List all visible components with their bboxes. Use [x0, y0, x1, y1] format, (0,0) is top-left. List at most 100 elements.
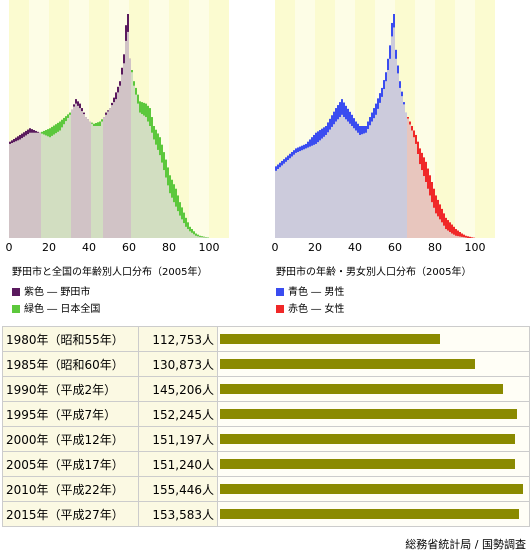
bar-female [463, 234, 465, 238]
bar-overlap [25, 135, 27, 238]
bar-overlap [15, 141, 17, 238]
bar-overlap [415, 143, 417, 238]
bar-overlap [153, 139, 155, 238]
bar-overlap [161, 162, 163, 238]
bar-overlap [361, 134, 363, 238]
bar-overlap [53, 134, 55, 238]
bar-overlap [345, 119, 347, 238]
bar-overlap [375, 114, 377, 238]
legend-swatch-green [12, 305, 20, 313]
bar-overlap [321, 138, 323, 238]
population-bar-cell [217, 476, 530, 502]
bar-overlap [429, 195, 431, 238]
bar-overlap [85, 117, 87, 238]
source-credit: 総務省統計局 / 国勢調査 [405, 538, 526, 551]
bar-overlap [95, 126, 97, 238]
bar-overlap [167, 185, 169, 238]
bar-overlap [49, 137, 51, 238]
bar-overlap [371, 121, 373, 238]
bar-overlap [319, 140, 321, 238]
bar-overlap [285, 161, 287, 238]
population-bar-cell [217, 501, 530, 527]
bar-overlap [75, 103, 77, 238]
bar-overlap [349, 123, 351, 238]
bar-overlap [343, 117, 345, 238]
bar-overlap [421, 170, 423, 238]
bar-overlap [311, 145, 313, 238]
table-row: 1985年（昭和60年） 130,873人 [2, 351, 530, 377]
age-distribution-chart-right: 0 20 40 60 80 100 [266, 0, 506, 255]
population-bar-cell [217, 401, 530, 427]
population-bar-cell [217, 326, 530, 352]
bar-overlap [359, 134, 361, 238]
chart-background-band [455, 0, 475, 238]
bar-overlap [413, 137, 415, 238]
age-distribution-svg-right: 0 20 40 60 80 100 [272, 0, 495, 254]
bar-overlap [291, 156, 293, 238]
population-bar [220, 409, 517, 419]
bar-overlap [197, 236, 199, 238]
table-row: 2005年（平成17年） 151,240人 [2, 451, 530, 477]
bar-overlap [65, 121, 67, 238]
x-tick-label: 0 [6, 241, 13, 254]
chart-background-band [475, 0, 495, 238]
bar-female [469, 236, 471, 238]
bar-overlap [341, 114, 343, 238]
bar-overlap [279, 167, 281, 238]
bar-overlap [97, 126, 99, 238]
x-tick-label: 20 [42, 241, 56, 254]
bar-overlap [111, 105, 113, 239]
bar-overlap [35, 132, 37, 238]
bar-overlap [339, 117, 341, 238]
bar-overlap [23, 136, 25, 238]
bar-overlap [287, 160, 289, 238]
bar-overlap [29, 132, 31, 238]
bar-overlap [125, 40, 127, 238]
bar-overlap [41, 133, 43, 238]
bar-overlap [105, 114, 107, 238]
bar-overlap [357, 132, 359, 238]
bar-overlap [365, 132, 367, 238]
bar-overlap [337, 119, 339, 238]
bar-overlap [37, 132, 39, 238]
bar-overlap [57, 131, 59, 238]
population-bar-cell [217, 376, 530, 402]
x-tick-label: 80 [162, 241, 176, 254]
table-row: 2015年（平成27年） 153,583人 [2, 501, 530, 527]
bar-overlap [151, 132, 153, 238]
bar-overlap [299, 151, 301, 238]
bar-overlap [315, 143, 317, 238]
bar-overlap [435, 213, 437, 238]
bar-overlap [79, 108, 81, 238]
bar-overlap [27, 134, 29, 238]
bar-overlap [147, 121, 149, 238]
bar-overlap [389, 58, 391, 238]
bar-overlap [91, 123, 93, 238]
bar-overlap [47, 136, 49, 238]
year-label: 1980年（昭和55年） [2, 326, 139, 352]
bar-female [445, 217, 447, 238]
year-label: 1990年（平成2年） [2, 376, 139, 402]
bar-female [459, 232, 461, 238]
bar-overlap [461, 236, 463, 238]
bar-overlap [67, 117, 69, 238]
bar-overlap [313, 144, 315, 238]
bar-overlap [333, 124, 335, 238]
population-value: 153,583人 [138, 501, 218, 527]
bar-overlap [325, 134, 327, 238]
bar-overlap [181, 219, 183, 238]
bar-overlap [19, 139, 21, 238]
bar-female [457, 230, 459, 238]
bar-overlap [141, 114, 143, 238]
bar-overlap [171, 197, 173, 238]
bar-overlap [297, 151, 299, 238]
bar-overlap [139, 112, 141, 238]
bar-female [447, 220, 449, 238]
population-value: 152,245人 [138, 401, 218, 427]
year-label: 2015年（平成27年） [2, 501, 139, 527]
bar-overlap [305, 148, 307, 238]
bar-overlap [445, 229, 447, 238]
bar-overlap [353, 128, 355, 238]
bar-overlap [317, 142, 319, 238]
population-value: 151,197人 [138, 426, 218, 452]
